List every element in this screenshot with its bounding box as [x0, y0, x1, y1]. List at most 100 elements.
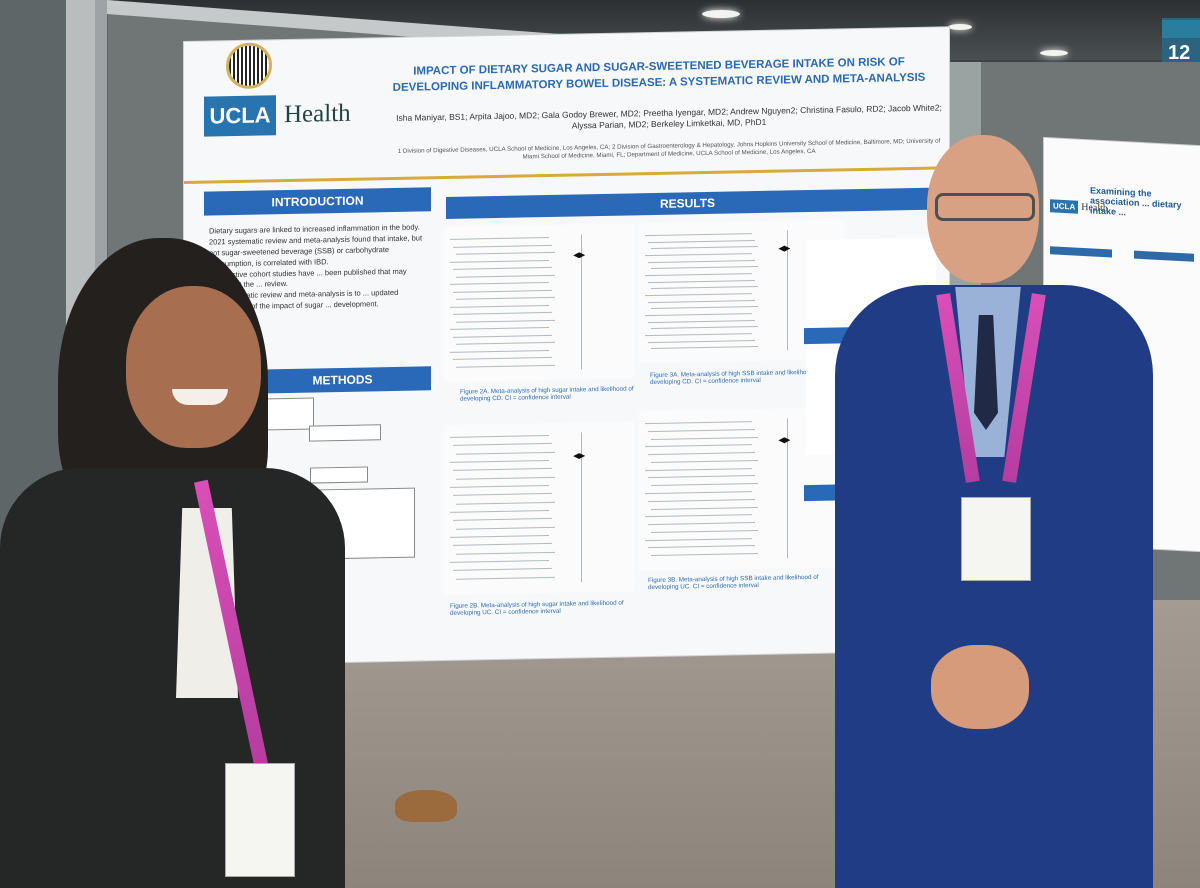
forest-plot-row-line [456, 576, 555, 580]
forest-plot-row-line [450, 326, 549, 330]
forest-plot-row-line [450, 349, 549, 353]
ceiling-light [702, 10, 740, 18]
forest-plot-row-line [645, 514, 752, 518]
health-wordmark: Health [284, 99, 351, 129]
pooled-estimate-diamond [778, 246, 790, 252]
forest-plot-row-line [450, 459, 549, 463]
forest-plot-row-line [453, 568, 552, 572]
forest-plot-row-line [651, 459, 758, 463]
forest-plot-row-line [450, 509, 549, 513]
forest-plot-row-line [450, 304, 549, 308]
man-presenter [835, 135, 1165, 888]
forest-plot-row-line [645, 537, 752, 541]
forest-plot-row-line [456, 341, 555, 345]
forest-plot-row-line [453, 468, 552, 472]
forest-plot-row-line [648, 339, 755, 343]
forest-plot-row-line [453, 311, 552, 315]
forest-plot-row-line [645, 253, 752, 257]
forest-plot-2b [444, 421, 634, 596]
figure-3b-caption: Figure 3B. Meta-analysis of high SSB int… [648, 573, 819, 592]
man-name-badge [961, 497, 1031, 581]
man-patterned-tie [974, 315, 998, 430]
forest-plot-row-line [648, 428, 755, 432]
forest-plot-row-line [450, 236, 549, 240]
pooled-estimate-diamond [778, 437, 790, 443]
ceiling-light [948, 24, 972, 30]
background-shoe [395, 790, 457, 822]
forest-plot-row-line [645, 467, 752, 471]
forest-plot-row-line [453, 543, 552, 547]
forest-plot-row-line [456, 501, 555, 505]
forest-plot-row-line [450, 534, 549, 538]
forest-plot-row-line [645, 313, 752, 317]
forest-plot-row-line [456, 551, 555, 555]
figure-2b-caption: Figure 2B. Meta-analysis of high sugar i… [450, 599, 624, 617]
forest-plot-row-line [453, 443, 552, 447]
forest-plot-row-line [648, 452, 755, 456]
forest-plot-row-line [453, 244, 552, 248]
forest-plot-row-line [648, 545, 755, 549]
forest-plot-row-line [453, 334, 552, 338]
forest-plot-row-line [651, 326, 758, 330]
ucla-logo-mark: UCLA [204, 95, 276, 137]
forest-plot-row-line [648, 475, 755, 479]
pooled-estimate-diamond [573, 252, 585, 258]
forest-plot-row-line [651, 553, 758, 557]
forest-plot-row-line [651, 483, 758, 487]
forest-plot-row-line [450, 484, 549, 488]
forest-plot-row-line [651, 436, 758, 440]
forest-plot-row-line [648, 299, 755, 303]
forest-plot-row-line [645, 233, 752, 237]
forest-plot-row-line [648, 319, 755, 323]
forest-plot-row-line [645, 444, 752, 448]
forest-plot-row-line [456, 451, 555, 455]
woman-smile [172, 389, 228, 405]
forest-plot-row-line [651, 506, 758, 510]
forest-plot-row-line [453, 266, 552, 270]
forest-plot-row-line [645, 273, 752, 277]
forest-plot-row-line [453, 356, 552, 360]
forest-plot-row-line [453, 289, 552, 293]
forest-plot-row-line [648, 498, 755, 502]
forest-plot-row-line [645, 293, 752, 297]
forest-plot-row-line [456, 251, 555, 255]
forest-plot-2a [444, 223, 634, 383]
hall-sign-number: 12 [1168, 42, 1191, 64]
forest-plot-row-line [645, 421, 752, 425]
forest-plot-row-line [450, 259, 549, 263]
ceiling-light [1040, 50, 1068, 56]
introduction-heading: INTRODUCTION [204, 187, 431, 216]
forest-plot-row-line [456, 476, 555, 480]
forest-plot-row-line [651, 286, 758, 290]
forest-plot-row-line [456, 274, 555, 278]
figure-2a-caption: Figure 2A. Meta-analysis of high sugar i… [460, 385, 634, 403]
forest-plot-row-line [651, 346, 758, 350]
man-glasses [935, 193, 1035, 221]
forest-plot-row-line [456, 364, 555, 368]
man-face [927, 135, 1039, 283]
woman-face [126, 286, 261, 448]
forest-plot-row-line [450, 559, 549, 563]
qr-code-icon [226, 42, 272, 90]
forest-plot-row-line [651, 306, 758, 310]
forest-plot-row-line [651, 529, 758, 533]
poster-authors: Isha Maniyar, BS1; Arpita Jajoo, MD2; Ga… [396, 102, 942, 132]
poster-title: IMPACT OF DIETARY SUGAR AND SUGAR-SWEETE… [392, 56, 926, 94]
pooled-estimate-diamond [573, 453, 585, 459]
woman-presenter [0, 238, 345, 888]
forest-plot-row-line [453, 518, 552, 522]
forest-plot-row-line [453, 493, 552, 497]
forest-plot-row-line [648, 522, 755, 526]
forest-plot-row-line [648, 259, 755, 263]
forest-plot-row-line [456, 319, 555, 323]
forest-plot-row-line [651, 266, 758, 270]
forest-plot-row-line [651, 246, 758, 250]
forest-plot-row-line [648, 279, 755, 283]
man-clasped-hands [931, 645, 1029, 729]
forest-plot-row-line [450, 281, 549, 285]
ucla-health-logo: UCLA Health [204, 94, 351, 137]
woman-name-badge [225, 763, 295, 877]
forest-plot-row-line [450, 434, 549, 438]
forest-plot-row-line [645, 333, 752, 337]
